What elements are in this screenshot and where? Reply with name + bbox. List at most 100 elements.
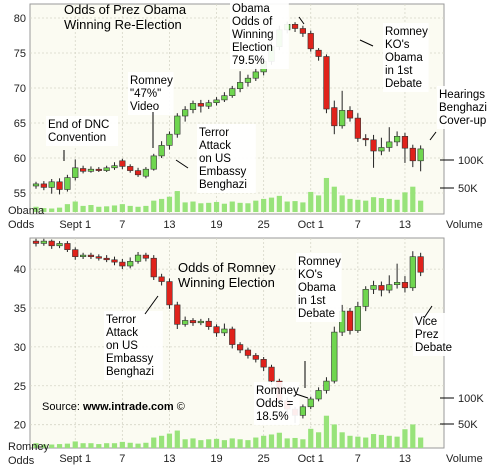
annotation-text: Benghazi	[439, 102, 487, 114]
x-tick-label: Oct 1	[298, 219, 324, 231]
annotation-background	[413, 313, 459, 356]
volume-bar	[229, 201, 235, 212]
annotation-pointer	[175, 159, 189, 169]
y-axis-label: Obama	[8, 205, 45, 217]
volume-bar	[72, 441, 78, 448]
volume-bar	[245, 440, 251, 448]
annotation-text: Embassy	[106, 353, 154, 365]
candle-down	[323, 56, 330, 110]
volume-tick-label: 100K	[458, 393, 484, 405]
annotation-text: in 1st	[385, 65, 413, 77]
annotation-pointer	[298, 16, 305, 25]
candle-up	[134, 254, 142, 262]
volume-bar	[245, 203, 251, 212]
x-tick-label: 7	[119, 453, 125, 465]
volume-bar	[56, 444, 63, 448]
volume-bar	[363, 437, 369, 448]
volume-bar	[190, 438, 196, 448]
annotation-text: Romney	[385, 26, 428, 38]
volume-bar	[33, 206, 39, 212]
chart-title-line: Odds of Romney	[178, 260, 276, 275]
candle-up	[354, 306, 361, 331]
candle-down	[346, 110, 354, 119]
volume-bar	[119, 441, 125, 448]
volume-bar	[323, 177, 330, 212]
volume-bar	[418, 437, 424, 448]
annotation-text: Debate	[298, 308, 335, 320]
annotation-text: 79.5%	[232, 55, 265, 67]
volume-bar	[190, 201, 196, 212]
volume-bar	[276, 432, 282, 448]
x-tick-label: Oct 1	[298, 453, 324, 465]
candle-up	[393, 136, 401, 143]
candle-down	[299, 28, 307, 34]
volume-bar	[284, 201, 290, 212]
candle-up	[221, 328, 228, 334]
candle-down	[401, 136, 409, 149]
annotation-pointer	[144, 295, 159, 315]
candle-down	[72, 249, 79, 257]
volume-bar	[237, 439, 243, 448]
volume-bar	[182, 439, 188, 448]
volume-bar	[159, 198, 165, 212]
volume-bar	[221, 203, 227, 212]
candle-down	[150, 257, 157, 278]
candle-down	[87, 254, 95, 257]
volume-bar	[323, 415, 330, 448]
source-credit: Source: www.intrade.com ©	[42, 401, 185, 413]
volume-bar	[49, 208, 55, 212]
volume-bar	[174, 430, 180, 448]
volume-bar	[64, 204, 70, 212]
candle-down	[370, 139, 377, 152]
volume-bar	[316, 432, 322, 448]
candle-down	[237, 344, 244, 351]
volume-bar	[370, 434, 377, 448]
volume-bar	[308, 191, 314, 212]
candle-down	[80, 168, 87, 172]
candle-up	[331, 331, 338, 382]
candle-up	[64, 177, 71, 190]
volume-bar	[41, 444, 47, 448]
y-tick-label: 40	[14, 264, 26, 276]
annotation-pointer	[295, 393, 309, 399]
volume-bar	[410, 186, 416, 212]
annotation-background	[46, 116, 118, 146]
candle-down	[401, 282, 409, 289]
candle-down	[119, 261, 126, 267]
candle-up	[103, 167, 110, 171]
candle-down	[40, 183, 47, 188]
volume-bar	[49, 444, 55, 448]
volume-bar	[41, 208, 47, 212]
volume-bar	[292, 201, 298, 212]
y-tick-label: 75	[14, 48, 26, 60]
candle-up	[252, 71, 259, 79]
volume-bar	[339, 432, 345, 448]
volume-bar	[370, 197, 377, 212]
volume-bar	[292, 437, 298, 448]
volume-bar	[237, 202, 243, 212]
y-axis-label: Romney	[8, 441, 49, 453]
x-tick-label: 13	[399, 219, 411, 231]
annotation-pointer	[423, 305, 433, 319]
candle-up	[339, 110, 346, 127]
candle-up	[48, 181, 55, 188]
volume-tick-label: 100K	[458, 155, 484, 167]
annotation-text: KO's	[385, 39, 410, 51]
annotation-background	[296, 253, 342, 322]
annotation-text: Debate	[415, 342, 452, 354]
volume-bar	[331, 186, 337, 212]
candle-down	[158, 276, 165, 282]
candle-up	[386, 141, 393, 148]
candle-down	[331, 107, 338, 127]
volume-bar	[394, 436, 400, 448]
candle-down	[346, 310, 354, 331]
candle-down	[111, 259, 118, 263]
volume-bar	[213, 438, 220, 448]
candle-down	[268, 366, 275, 382]
source-site: www.intrade.com	[82, 401, 174, 413]
candle-up	[417, 148, 424, 162]
chart-title: Odds of Romney Winning Election	[178, 260, 276, 290]
volume-bar	[213, 201, 220, 212]
candle-up	[213, 99, 220, 104]
